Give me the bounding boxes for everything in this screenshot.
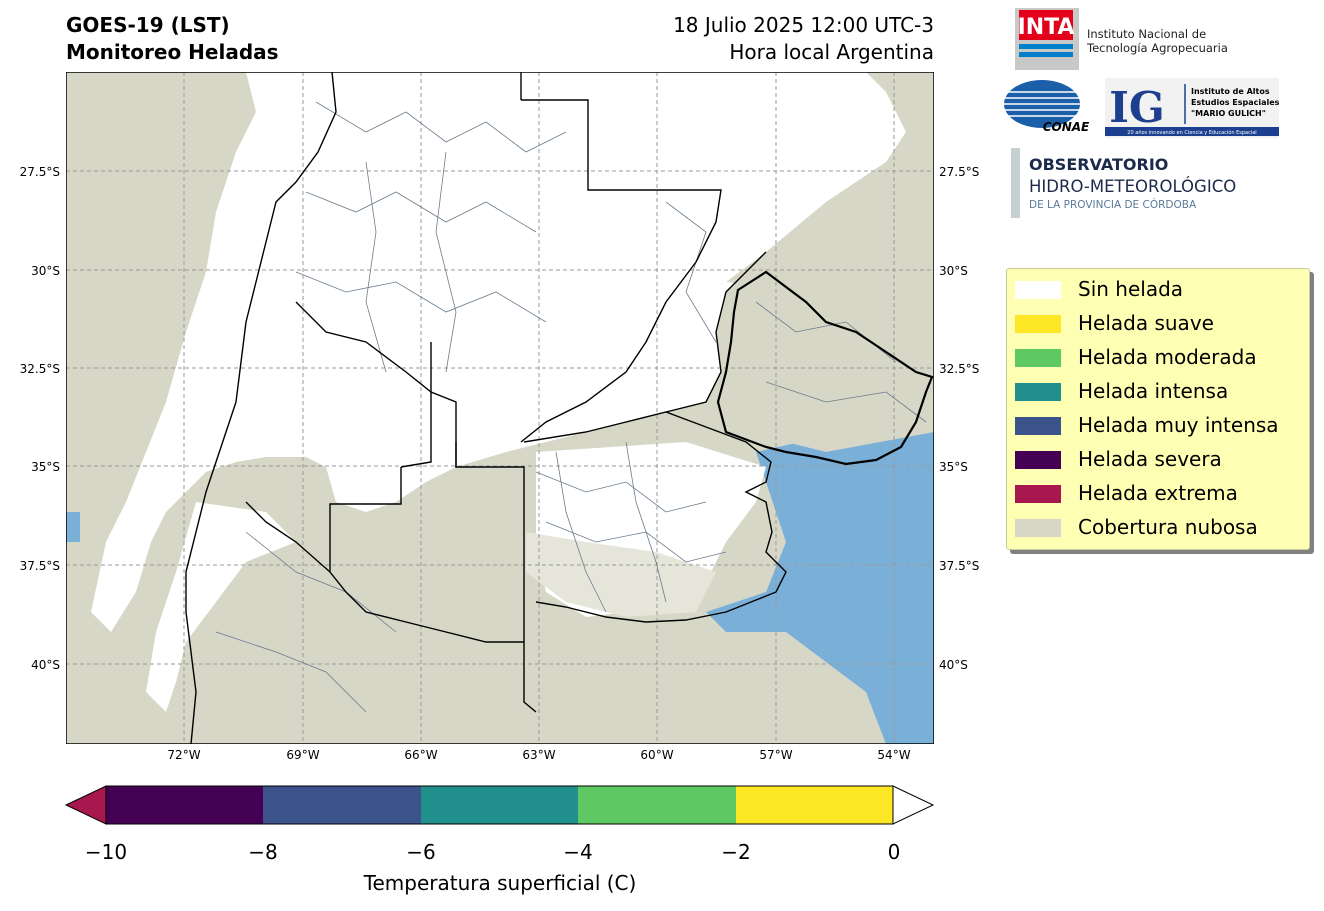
colorbar-tick: −6 xyxy=(406,840,436,864)
colorbar-frame xyxy=(105,785,894,825)
legend: Sin helada Helada suave Helada moderada … xyxy=(1006,268,1310,550)
ig-tagline: 20 años innovando en Ciencia y Educación… xyxy=(1127,129,1256,136)
lat-label-left: 32.5°S xyxy=(19,362,60,376)
lon-label: 69°W xyxy=(286,748,320,762)
colorbar-tick: −8 xyxy=(248,840,278,864)
lat-label-right: 30°S xyxy=(939,264,968,278)
inta-name-line1: Instituto Nacional de xyxy=(1087,27,1207,41)
colorbar-segment-intensa xyxy=(421,786,578,824)
colorbar-label: Temperatura superficial (C) xyxy=(363,871,637,895)
title-product: Monitoreo Heladas xyxy=(66,40,279,64)
colorbar xyxy=(64,785,935,825)
ig-name-line2: Estudios Espaciales xyxy=(1191,98,1279,107)
legend-swatch xyxy=(1015,451,1061,469)
inta-name: Instituto Nacional de Tecnología Agropec… xyxy=(1087,27,1228,55)
colorbar-tick: 0 xyxy=(887,840,901,864)
colorbar-segment-moderada xyxy=(578,786,736,824)
map-title: GOES-19 (LST) Monitoreo Heladas xyxy=(66,12,279,66)
colorbar-tick: −2 xyxy=(721,840,751,864)
province-borders xyxy=(185,72,787,744)
conae-logo: CONAE xyxy=(1004,80,1090,134)
frost-map xyxy=(66,72,934,744)
lon-label: 72°W xyxy=(167,748,201,762)
legend-label: Cobertura nubosa xyxy=(1078,515,1258,539)
ig-mark: IG xyxy=(1109,83,1165,132)
legend-label: Helada moderada xyxy=(1078,345,1257,369)
ig-name-line1: Instituto de Altos xyxy=(1191,87,1270,96)
legend-label: Helada suave xyxy=(1078,311,1214,335)
legend-label: Helada intensa xyxy=(1078,379,1229,403)
legend-swatch xyxy=(1015,349,1061,367)
obs-name-line1: OBSERVATORIO xyxy=(1029,155,1168,174)
lat-label-right: 35°S xyxy=(939,460,968,474)
date-header: 18 Julio 2025 12:00 UTC-3 Hora local Arg… xyxy=(560,12,934,66)
lat-label-right: 32.5°S xyxy=(939,362,980,376)
inta-logo: INTA xyxy=(1015,8,1079,70)
lon-label: 60°W xyxy=(640,748,674,762)
cloud-patch-pampa xyxy=(526,532,716,617)
clear-area-north xyxy=(91,72,906,632)
colorbar-segment-suave xyxy=(736,786,893,824)
graticule xyxy=(66,72,934,744)
lat-label-left: 30°S xyxy=(31,264,60,278)
lat-label-right: 27.5°S xyxy=(939,165,980,179)
colorbar-extreme xyxy=(64,785,107,825)
legend-label: Helada severa xyxy=(1078,447,1222,471)
conae-mark: CONAE xyxy=(1043,120,1090,134)
obs-name-line3: DE LA PROVINCIA DE CÓRDOBA xyxy=(1029,198,1197,211)
lat-label-right: 37.5°S xyxy=(939,559,980,573)
colorbar-sin-helada xyxy=(892,785,935,825)
colorbar-tick: −10 xyxy=(84,840,128,864)
colorbar-segment-muy-intensa xyxy=(263,786,421,824)
lat-label-left: 35°S xyxy=(31,460,60,474)
legend-swatch xyxy=(1015,519,1061,537)
ig-logo: IG Instituto de Altos Estudios Espaciale… xyxy=(1105,78,1279,138)
ocean-region xyxy=(706,412,934,744)
lon-label: 66°W xyxy=(404,748,438,762)
lat-label-left: 40°S xyxy=(31,658,60,672)
lon-label: 54°W xyxy=(877,748,911,762)
datetime-label: 18 Julio 2025 12:00 UTC-3 xyxy=(673,13,934,37)
obs-name-line2: HIDRO-METEOROLÓGICO xyxy=(1029,177,1236,196)
lat-label-right: 40°S xyxy=(939,658,968,672)
observatorio-logo: OBSERVATORIO HIDRO-METEOROLÓGICO DE LA P… xyxy=(1011,148,1236,218)
clear-area-west xyxy=(146,502,296,712)
lat-label-left: 27.5°S xyxy=(19,165,60,179)
title-satellite: GOES-19 (LST) xyxy=(66,13,230,37)
legend-label: Sin helada xyxy=(1078,277,1184,301)
department-boundaries xyxy=(215,101,927,713)
uruguay-border xyxy=(716,270,934,466)
legend-swatch xyxy=(1015,383,1061,401)
legend-label: Helada muy intensa xyxy=(1078,413,1279,437)
legend-label: Helada extrema xyxy=(1078,481,1238,505)
cloud-patch-uruguay xyxy=(716,242,934,452)
legend-swatch xyxy=(1015,281,1061,299)
legend-swatch xyxy=(1015,417,1061,435)
lon-label: 63°W xyxy=(522,748,556,762)
colorbar-segment-severa xyxy=(106,786,263,824)
legend-swatch xyxy=(1015,315,1061,333)
cloud-patch-ne xyxy=(726,132,934,287)
inta-mark: INTA xyxy=(1018,15,1075,40)
lon-label: 57°W xyxy=(759,748,793,762)
legend-swatch xyxy=(1015,485,1061,503)
lat-label-left: 37.5°S xyxy=(19,559,60,573)
inta-name-line2: Tecnología Agropecuaria xyxy=(1087,41,1228,55)
timezone-label: Hora local Argentina xyxy=(729,40,934,64)
ig-name-line3: "MARIO GULICH" xyxy=(1191,109,1266,118)
colorbar-tick: −4 xyxy=(563,840,593,864)
